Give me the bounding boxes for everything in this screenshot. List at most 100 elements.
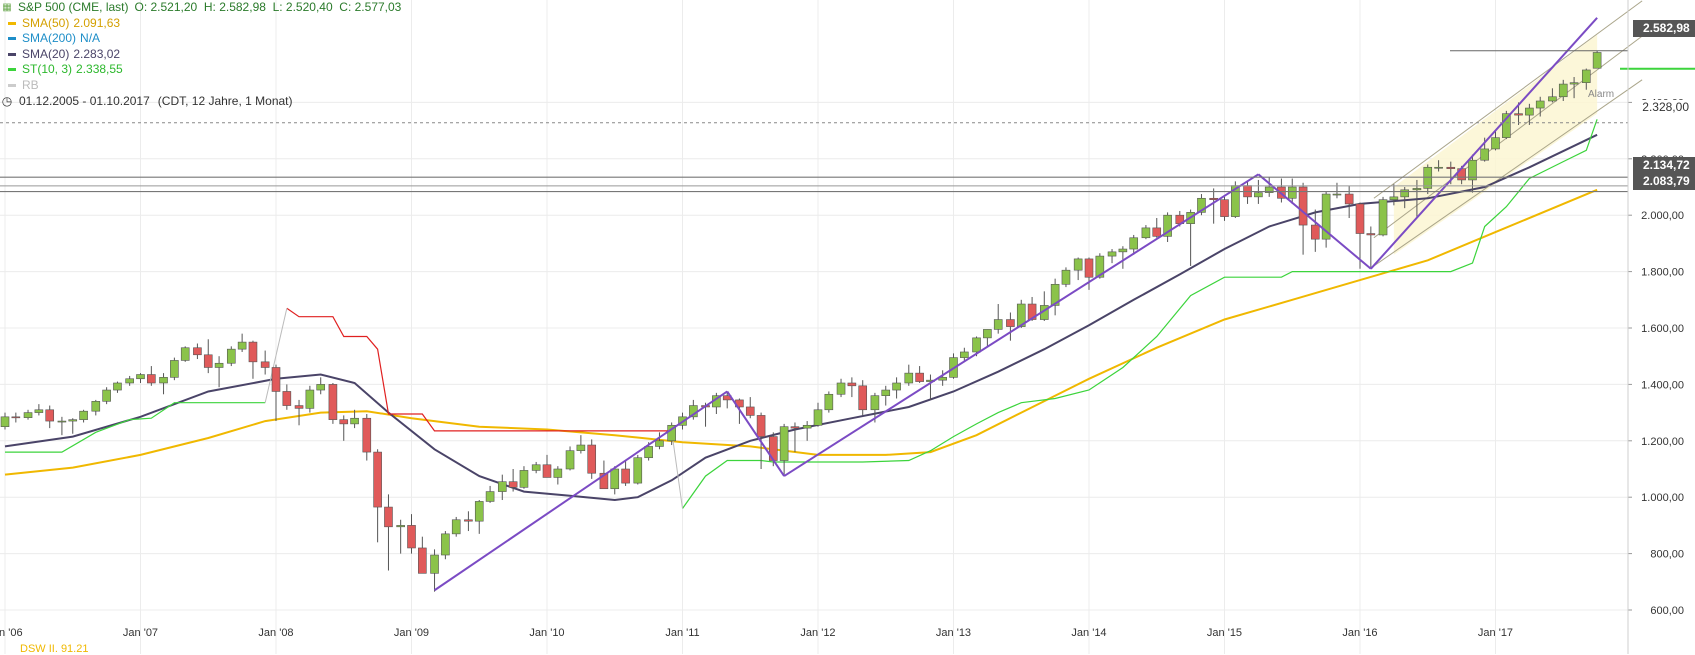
candle-body [170,360,179,378]
candle-body [1287,186,1297,199]
y-tick-label: 1.200,00 [1641,436,1684,448]
candle-body [418,547,427,574]
candle-body [1412,188,1422,191]
x-tick-label: Jan '13 [936,627,971,639]
candle-body [1378,199,1388,236]
candle-body [485,491,495,502]
candle-body [1027,303,1037,320]
candle-body [147,374,156,384]
candle-body [1514,113,1523,116]
candle-body [610,468,620,490]
candle-body [1569,82,1579,85]
candle-body [350,417,359,425]
candle-body [1050,283,1060,306]
legend-st[interactable]: ST(10, 3) 2.338,55 [0,62,401,78]
bottom-indicator-label: DSW II. 91.21 [20,643,89,655]
candle-body [1298,186,1308,226]
candle-body [373,451,382,508]
candle-body [57,420,67,423]
candle-body [237,341,247,350]
x-tick-label: Jan '07 [123,627,158,639]
horizontal-levels[interactable] [0,50,1695,193]
legend-sma20-value: 2.283,02 [73,46,121,61]
candles [0,50,1602,592]
candle-body [1264,186,1274,193]
candle-body [79,410,88,420]
clock-icon: ◷ [1,94,13,108]
y-tick-label: 1.600,00 [1641,323,1684,335]
candle-body [464,519,473,522]
x-tick-label: Jan '08 [258,627,293,639]
candle-body [316,384,326,391]
candle-body [1389,196,1399,200]
legend-sma50[interactable]: SMA(50) 2.091,63 [0,16,401,32]
candle-body [159,377,168,384]
candle-body [1220,199,1229,217]
candle-body [1366,233,1376,236]
candle-body [1434,166,1443,169]
legend-sma20[interactable]: SMA(20) 2.283,02 [0,47,401,63]
candle-body [282,391,292,406]
candle-body [858,385,868,411]
candle-body [497,481,507,492]
y-axis: 600,00 800,00 1.000,00 1.200,00 1.400,00 1.60… [1627,0,1684,654]
candle-body [904,372,914,384]
alarm-price-tag: 2.328,00 [1633,100,1695,114]
candle-body [1355,203,1365,234]
candle-body [553,468,563,478]
candle-body [599,472,609,490]
candle-body [881,389,891,396]
candle-body [1525,107,1534,116]
x-tick-label: Jan '06 [0,627,23,639]
candle-body [339,419,349,425]
candle-body [892,382,901,391]
candle-body [1006,319,1015,327]
alarm-label: Alarm [1588,89,1615,100]
candle-body [294,405,304,409]
candle-body [847,382,857,387]
legend-sma50-label: SMA(50) [22,15,70,30]
candle-body [396,525,405,528]
legend-range[interactable]: ◷ 01.12.2005 - 01.10.2017 (CDT, 12 Jahre… [0,94,401,110]
trendlines[interactable] [433,17,1598,592]
candlestick-icon: ▦ [2,2,12,13]
candle-body [260,361,270,368]
legend-main[interactable]: ▦ S&P 500 (CME, last) O: 2.521,20 H: 2.5… [0,0,401,16]
candle-body [430,554,439,574]
candle-body [193,347,202,356]
candle-body [531,464,541,471]
candle-body [68,419,78,422]
legend-rb[interactable]: RB [0,78,401,94]
candle-body [271,367,281,392]
y-tick-label: 1.400,00 [1641,379,1684,391]
sma20-swatch [8,52,16,56]
candle-body [248,341,258,363]
legend-main-label: S&P 500 (CME, last) [18,0,129,14]
candle-body [125,378,134,384]
candle-body [745,406,755,416]
st-swatch [8,68,16,72]
candle-body [1581,69,1591,83]
candle-body [1129,237,1139,250]
x-tick-label: Jan '17 [1478,627,1513,639]
candle-body [1344,193,1354,205]
candle-body [1152,227,1162,237]
candle-body [1548,96,1557,102]
candle-body [983,329,992,339]
candle-body [1073,258,1083,271]
candle-body [180,347,190,361]
x-tick-label: Jan '14 [1071,627,1106,639]
candle-body [993,319,1003,330]
candle-body [633,457,643,484]
candle-body [915,372,924,382]
candle-body [972,337,981,353]
candle-body [1491,137,1500,150]
x-tick-label: Jan '12 [800,627,835,639]
legend-sma200[interactable]: SMA(200) N/A [0,31,401,47]
candle-body [587,444,597,474]
candle-body [1446,166,1456,169]
candle-body [1310,224,1320,240]
x-tick-label: Jan '09 [394,627,429,639]
candle-body [1480,148,1489,161]
